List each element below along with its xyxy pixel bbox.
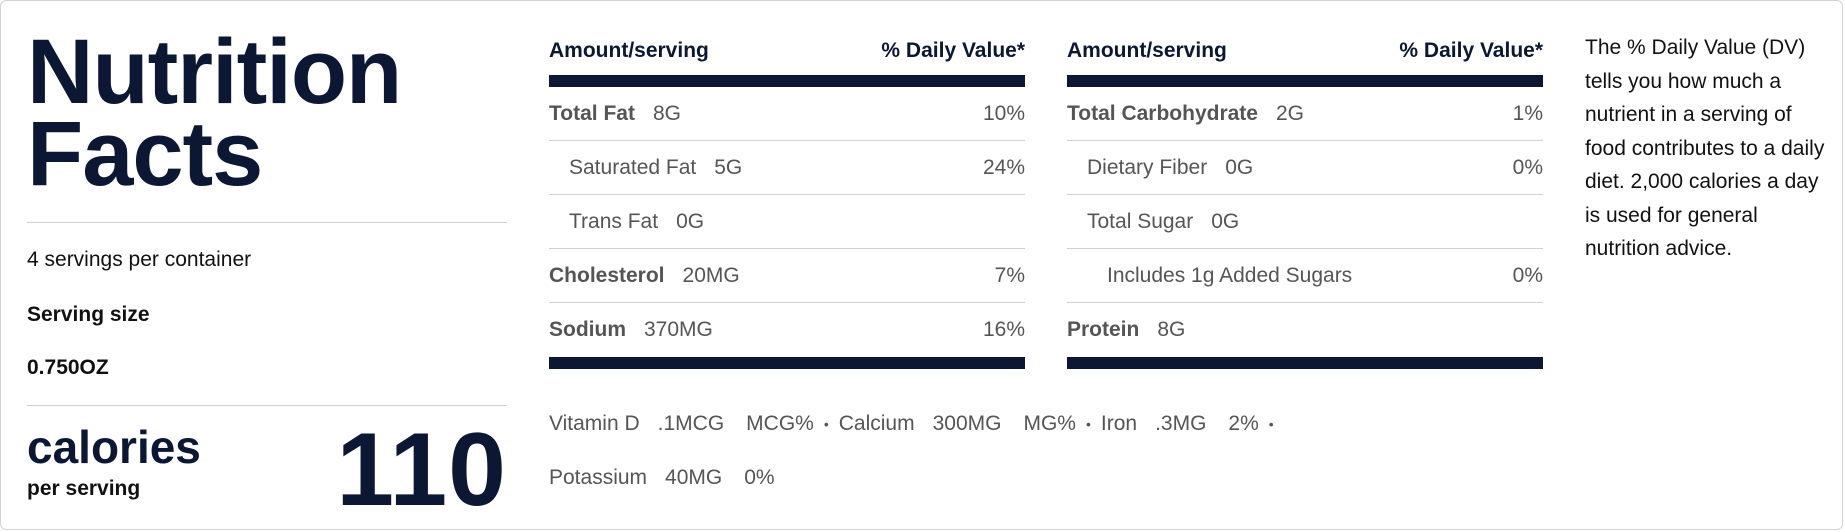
- nutrient-row: Sodium 370MG 16%: [549, 303, 1025, 357]
- calories-label: calories: [27, 421, 201, 473]
- divider: [27, 222, 507, 223]
- nutrient-rows: Total Fat 8G 10% Saturated Fat 5G 24% Trans Fa…: [549, 87, 1025, 357]
- nutrient-daily-value: 0%: [1512, 263, 1543, 287]
- nutrient-name: Dietary Fiber: [1087, 155, 1208, 179]
- summary-column: Nutrition Facts 4 servings per container…: [27, 21, 507, 522]
- nutrient-name: Cholesterol: [549, 263, 665, 287]
- daily-value-header: % Daily Value*: [1399, 39, 1543, 62]
- page-title: Nutrition Facts: [27, 21, 507, 205]
- nutrient-label: Cholesterol 20MG: [549, 264, 740, 288]
- title-line-2: Facts: [27, 103, 263, 205]
- thick-divider: [1067, 357, 1543, 369]
- calories-value: 110: [336, 412, 507, 528]
- nutrient-daily-value: 10%: [982, 101, 1025, 125]
- nutrient-label: Sodium 370MG: [549, 318, 713, 342]
- nutrient-daily-value: 1%: [1512, 101, 1543, 125]
- nutrient-name: Total Sugar: [1087, 209, 1194, 233]
- calories-subtitle: per serving: [27, 477, 141, 500]
- servings-per-container: 4 servings per container: [27, 248, 252, 271]
- vitamin-name: Calcium: [838, 412, 915, 435]
- daily-value-footnote: The % Daily Value (DV) tells you how muc…: [1585, 36, 1825, 260]
- vitamin-item: Potassium 40MG 0%: [549, 466, 775, 489]
- nutrient-name: Saturated Fat: [569, 155, 697, 179]
- nutrient-label: Dietary Fiber 0G: [1067, 156, 1253, 180]
- nutrient-amount: 0G: [676, 209, 705, 233]
- nutrient-rows: Total Carbohydrate 2G 1% Dietary Fiber 0G 0% T…: [1067, 87, 1543, 357]
- vitamin-item: Calcium 300MG MG%: [839, 412, 1076, 435]
- nutrient-amount: 8G: [652, 101, 681, 125]
- title-line-1: Nutrition: [27, 21, 402, 123]
- vitamin-amount: 300MG: [932, 412, 1002, 435]
- thick-divider: [549, 357, 1025, 369]
- nutrient-row: Protein 8G: [1067, 303, 1543, 357]
- vitamin-name: Potassium: [549, 466, 648, 490]
- nutrient-amount: 370MG: [644, 318, 713, 341]
- nutrients-table-right: Amount/serving % Daily Value* Total Carb…: [1067, 31, 1543, 369]
- amount-header: Amount/serving: [1067, 39, 1227, 62]
- nutrient-name: Total Fat: [549, 101, 635, 125]
- nutrient-name: Includes 1g Added Sugars: [1107, 263, 1353, 287]
- thick-divider: [1067, 75, 1543, 87]
- nutrient-row: Total Carbohydrate 2G 1%: [1067, 87, 1543, 141]
- nutrient-label: Includes 1g Added Sugars: [1067, 264, 1352, 288]
- nutrient-row: Dietary Fiber 0G 0%: [1067, 141, 1543, 195]
- bullet-separator: •: [1085, 416, 1091, 433]
- nutrient-name: Protein: [1067, 318, 1140, 341]
- nutrient-daily-value: 16%: [982, 318, 1025, 341]
- nutrient-row: Includes 1g Added Sugars 0%: [1067, 249, 1543, 303]
- vitamin-item: Iron .3MG 2%: [1101, 412, 1259, 435]
- bullet-separator: •: [823, 416, 829, 433]
- nutrient-label: Protein 8G: [1067, 318, 1185, 342]
- vitamin-name: Iron: [1100, 412, 1138, 435]
- nutrient-amount: 20MG: [682, 263, 740, 287]
- vitamin-daily-value: MG%: [1023, 412, 1076, 435]
- nutrient-name: Sodium: [549, 318, 626, 341]
- nutrient-label: Total Fat 8G: [549, 102, 681, 126]
- amount-header: Amount/serving: [549, 39, 709, 62]
- table-header: Amount/serving % Daily Value*: [1067, 31, 1543, 71]
- bullet-separator: •: [1268, 416, 1274, 433]
- vitamin-item: Vitamin D .1MCG MCG%: [549, 412, 814, 435]
- nutrient-name: Total Carbohydrate: [1067, 101, 1258, 125]
- nutrient-daily-value: 24%: [982, 155, 1025, 179]
- vitamin-name: Vitamin D: [549, 412, 640, 435]
- vitamin-daily-value: MCG%: [746, 412, 814, 435]
- nutrients-table-left: Amount/serving % Daily Value* Total Fat 8…: [549, 31, 1025, 369]
- nutrient-row: Total Fat 8G 10%: [549, 87, 1025, 141]
- serving-size-value: 0.750OZ: [27, 356, 109, 379]
- thick-divider: [549, 75, 1025, 87]
- table-header: Amount/serving % Daily Value*: [549, 31, 1025, 71]
- nutrient-row: Saturated Fat 5G 24%: [549, 141, 1025, 195]
- vitamin-daily-value: 2%: [1228, 412, 1259, 435]
- nutrient-label: Trans Fat 0G: [549, 210, 704, 234]
- nutrient-label: Total Sugar 0G: [1067, 210, 1239, 234]
- nutrient-daily-value: 7%: [994, 263, 1025, 287]
- vitamin-daily-value: 0%: [744, 466, 775, 490]
- nutrient-amount: 8G: [1157, 318, 1186, 341]
- nutrient-label: Total Carbohydrate 2G: [1067, 102, 1304, 126]
- vitamin-amount: 40MG: [665, 466, 723, 490]
- daily-value-header: % Daily Value*: [881, 39, 1025, 62]
- nutrient-daily-value: 0%: [1512, 155, 1543, 179]
- vitamin-amount: .3MG: [1155, 412, 1207, 435]
- vitamins-minerals: Vitamin D .1MCG MCG% • Calcium 300MG MG% • Iron.…: [549, 397, 1369, 505]
- serving-size-label: Serving size: [27, 303, 150, 326]
- nutrient-row: Cholesterol 20MG 7%: [549, 249, 1025, 303]
- nutrient-label: Saturated Fat 5G: [549, 156, 742, 180]
- nutrient-amount: 0G: [1225, 155, 1254, 179]
- nutrient-amount: 2G: [1275, 101, 1304, 125]
- vitamin-amount: .1MCG: [657, 412, 725, 435]
- nutrient-row: Trans Fat 0G: [549, 195, 1025, 249]
- nutrient-name: Trans Fat: [569, 209, 659, 233]
- nutrient-row: Total Sugar 0G: [1067, 195, 1543, 249]
- nutrient-amount: 0G: [1211, 209, 1240, 233]
- divider: [27, 405, 507, 406]
- nutrient-amount: 5G: [714, 155, 743, 179]
